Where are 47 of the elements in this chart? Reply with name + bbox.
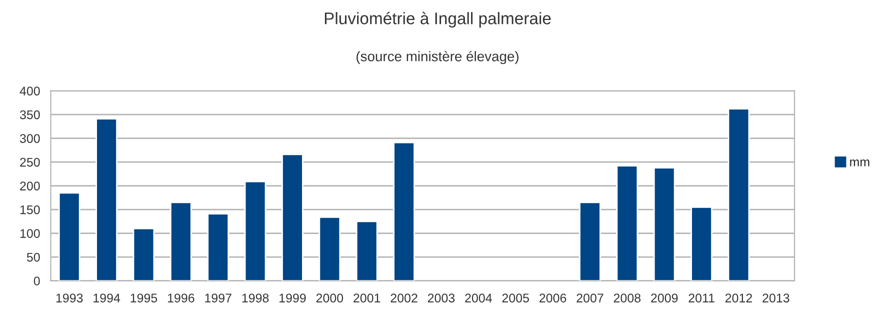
bar	[282, 154, 304, 281]
y-tick-label: 250	[20, 158, 40, 167]
x-tick-label: 2000	[316, 294, 344, 302]
y-tick-label: 0	[34, 276, 40, 286]
y-tick-label: 150	[20, 205, 40, 214]
x-tick-label: 2001	[354, 294, 380, 302]
x-tick-label: 1994	[94, 294, 120, 302]
y-tick-label: 300	[20, 134, 40, 143]
x-tick-label: 2011	[688, 294, 714, 302]
y-tick-label: 50	[26, 252, 40, 262]
x-tick-label: 1998	[242, 294, 269, 302]
bar	[356, 220, 378, 281]
x-tick-label: 1993	[56, 294, 83, 302]
y-tick-label: 400	[20, 86, 40, 96]
bar	[616, 165, 638, 281]
x-tick-label: 2005	[502, 294, 529, 302]
chart-subtitle: (source ministère élevage)	[356, 50, 518, 64]
bar	[690, 206, 712, 281]
bar	[728, 108, 750, 281]
x-tick-label: 2002	[390, 294, 418, 302]
bar	[170, 202, 192, 281]
y-tick-label: 350	[20, 110, 40, 120]
x-tick-label: 1996	[168, 294, 194, 302]
x-tick-label: 1995	[130, 294, 158, 302]
x-tick-label: 2003	[428, 294, 455, 302]
bar	[244, 180, 266, 281]
x-tick-label: 2012	[725, 294, 752, 302]
bar	[653, 167, 676, 281]
x-tick-label: 2013	[762, 294, 790, 302]
x-tick-label: 1997	[205, 294, 232, 302]
x-tick-label: 2008	[614, 294, 641, 302]
y-tick-label: 100	[20, 229, 40, 238]
bar	[207, 213, 230, 281]
bar	[132, 228, 155, 281]
legend-label: mm	[850, 160, 870, 166]
chart-title: Pluviométrie à Ingall palmeraie	[324, 12, 551, 28]
x-tick-label: 2006	[540, 294, 566, 302]
bar	[393, 142, 415, 281]
bar	[58, 192, 80, 281]
x-tick-label: 2007	[576, 294, 604, 302]
bar	[318, 216, 341, 281]
x-tick-label: 2009	[651, 294, 678, 302]
bar	[96, 118, 118, 281]
x-tick-label: 1999	[280, 294, 306, 302]
y-tick-label: 200	[20, 182, 40, 190]
x-tick-label: 2004	[465, 294, 492, 302]
bar	[579, 202, 601, 281]
